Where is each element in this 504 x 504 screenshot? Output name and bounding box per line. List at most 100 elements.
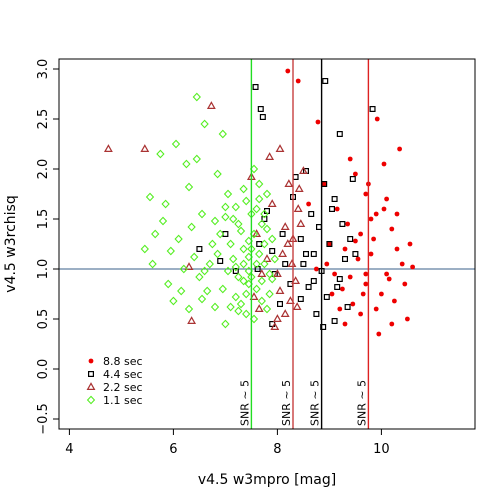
data-point [296, 219, 306, 227]
data-point [394, 211, 400, 217]
data-point [156, 149, 165, 159]
data-point [381, 161, 387, 167]
data-point [303, 251, 310, 258]
data-point [358, 231, 363, 237]
data-point [259, 113, 266, 120]
series-4-4-sec [196, 77, 376, 331]
x-tick-label: 6 [169, 442, 177, 457]
y-tick-label: 0.0 [36, 359, 51, 380]
data-point [184, 304, 194, 314]
data-point [292, 302, 302, 310]
data-point [310, 278, 317, 285]
data-point [190, 252, 199, 262]
series-8-8-sec [285, 68, 415, 337]
data-point [265, 152, 275, 160]
data-point [373, 306, 379, 312]
series-2-2-sec [103, 101, 308, 330]
data-point [210, 302, 220, 312]
data-point [151, 229, 160, 239]
y-tick-label: 2.5 [36, 109, 51, 130]
data-point [314, 266, 319, 272]
data-point [298, 166, 308, 174]
data-point [140, 144, 150, 152]
data-point [268, 274, 277, 284]
data-point [140, 244, 149, 254]
data-point [252, 83, 259, 90]
data-point [340, 286, 345, 292]
data-point [292, 174, 299, 181]
data-point [405, 316, 410, 322]
data-point [270, 254, 279, 264]
legend-label: 1.1 sec [103, 394, 143, 407]
data-point [196, 246, 203, 253]
data-point [236, 226, 246, 236]
data-point [272, 314, 282, 322]
data-point [295, 78, 301, 84]
y-tick-label: 1.5 [36, 209, 51, 230]
data-point [334, 284, 341, 291]
data-point [280, 222, 290, 230]
data-point [373, 211, 379, 217]
snr-label: SNR ~ 5 [355, 380, 368, 426]
y-tick-label: 3.0 [36, 59, 51, 80]
data-point [410, 264, 415, 270]
data-point [287, 259, 297, 267]
data-point [231, 202, 240, 212]
data-point [275, 286, 285, 294]
data-point [363, 191, 369, 197]
data-point [200, 119, 209, 129]
data-point [268, 234, 277, 244]
data-point [252, 259, 261, 269]
data-point [363, 281, 369, 287]
data-point [342, 256, 349, 263]
data-point [203, 286, 212, 296]
data-point [257, 269, 267, 277]
data-point [315, 119, 321, 125]
data-point [257, 105, 264, 112]
data-point [332, 271, 337, 277]
data-point [210, 216, 220, 226]
data-point [234, 272, 243, 282]
data-point [353, 238, 358, 244]
data-point [294, 184, 304, 192]
data-point [229, 254, 238, 264]
data-point [252, 229, 262, 237]
data-point [192, 154, 201, 164]
x-tick-label: 8 [273, 442, 281, 457]
legend-label: 2.2 sec [103, 381, 143, 394]
legend-marker [88, 358, 94, 364]
data-point [291, 276, 301, 284]
data-point [239, 276, 248, 286]
data-point [269, 248, 276, 255]
data-point [187, 316, 197, 324]
data-point [218, 284, 227, 294]
data-point [310, 251, 317, 258]
y-axis: −0.5 0.0 0.5 1.0 1.5 2.0 2.5 3.0 [36, 59, 60, 435]
data-point [267, 199, 277, 207]
data-point [262, 189, 272, 199]
data-point [158, 216, 168, 226]
data-point [262, 304, 272, 314]
data-point [334, 206, 340, 212]
legend-item: 2.2 sec [86, 381, 143, 394]
legend-marker [86, 382, 96, 390]
data-point [331, 196, 338, 203]
data-point [329, 291, 335, 297]
data-point [350, 301, 356, 307]
data-point [323, 294, 330, 301]
data-point [232, 268, 239, 275]
snr-label: SNR ~ 5 [280, 380, 293, 426]
data-point [257, 219, 266, 229]
data-point [389, 226, 395, 232]
data-point [223, 189, 233, 199]
data-point [239, 184, 248, 194]
data-point [257, 296, 266, 306]
data-point [363, 271, 369, 277]
data-point [384, 196, 389, 202]
y-axis-label: v4.5 w3rchisq [3, 195, 19, 292]
data-point [324, 261, 330, 267]
data-point [223, 266, 233, 276]
data-point [368, 216, 374, 222]
data-point [277, 301, 284, 308]
